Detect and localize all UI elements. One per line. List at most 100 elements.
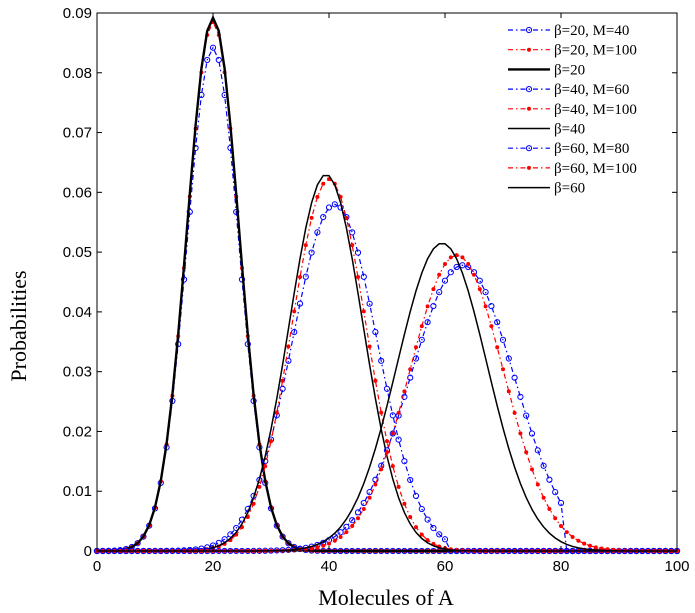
data-point [460, 255, 465, 260]
data-point [390, 431, 395, 436]
data-point [541, 495, 546, 500]
data-point [501, 367, 505, 372]
data-point [424, 516, 431, 523]
data-point [315, 545, 320, 550]
y-tick-label: 0.05 [63, 244, 92, 261]
y-tick-label: 0.07 [63, 125, 92, 142]
data-point [325, 204, 333, 211]
y-tick-label: 0.01 [63, 483, 92, 500]
data-point [414, 525, 418, 530]
data-point [436, 531, 443, 538]
data-point [407, 476, 414, 484]
data-point [599, 546, 604, 551]
data-point [401, 393, 408, 400]
data-point [350, 243, 355, 248]
legend-marker [527, 47, 531, 52]
x-axis-label: Molecules of A [318, 585, 454, 610]
data-point [448, 255, 453, 260]
data-point [588, 543, 592, 548]
data-point [356, 516, 360, 521]
data-point [414, 345, 418, 350]
data-point [408, 515, 413, 520]
data-point [477, 287, 482, 292]
data-point [472, 272, 476, 277]
data-point [366, 300, 373, 307]
data-point [494, 319, 501, 326]
x-tick-label: 20 [205, 558, 222, 575]
series-layer [93, 14, 681, 555]
data-point [447, 269, 454, 276]
data-point [443, 261, 447, 266]
data-point [390, 464, 395, 469]
data-point [209, 44, 217, 51]
data-point [361, 309, 366, 314]
y-tick-label: 0.09 [63, 5, 92, 22]
legend-item: β=20, M=100 [508, 43, 637, 59]
series-5 [95, 177, 679, 553]
data-point [292, 309, 297, 314]
data-point [204, 56, 211, 64]
data-point [327, 541, 331, 546]
data-point [385, 450, 389, 455]
y-tick-label: 0.03 [63, 364, 92, 381]
data-point [257, 484, 262, 489]
data-point [441, 536, 449, 543]
data-point [570, 534, 575, 539]
data-point [372, 476, 379, 483]
legend-marker [525, 26, 533, 34]
legend-item: β=20, M=40 [508, 23, 629, 39]
data-point [302, 273, 309, 280]
data-point [466, 261, 471, 266]
data-point [280, 378, 285, 383]
data-point [379, 410, 384, 415]
data-point [360, 499, 367, 507]
data-point [412, 492, 420, 499]
series-line [96, 46, 677, 552]
data-point [269, 439, 273, 444]
data-point [367, 344, 372, 349]
data-point [408, 367, 413, 372]
data-point [482, 289, 489, 296]
y-tick-label: 0.08 [63, 65, 92, 82]
legend-label: β=20, M=100 [554, 43, 637, 59]
y-axis-label: Probabilities [6, 270, 31, 381]
data-point [389, 430, 396, 437]
data-point [483, 304, 488, 309]
x-tick-label: 60 [437, 558, 454, 575]
data-point [582, 541, 587, 546]
data-point [430, 524, 437, 532]
data-point [385, 439, 389, 444]
x-tick-label: 100 [664, 558, 689, 575]
data-point [524, 450, 529, 455]
data-point [379, 467, 384, 472]
legend-label: β=60 [554, 181, 585, 197]
data-point [350, 523, 355, 528]
data-point [552, 489, 559, 496]
y-tick-label: 0.06 [63, 184, 92, 201]
data-point [372, 328, 379, 336]
data-point [354, 249, 362, 256]
data-point [303, 243, 308, 248]
data-point [215, 56, 222, 64]
data-point [425, 304, 430, 309]
data-point [389, 412, 396, 419]
data-point [285, 540, 292, 547]
legend-marker [525, 145, 533, 152]
legend-item: β=40, M=100 [508, 102, 637, 118]
series-line [97, 174, 677, 552]
legend-label: β=40 [554, 122, 585, 138]
data-point [308, 249, 315, 256]
data-point [337, 529, 344, 536]
legend-marker [527, 165, 531, 170]
data-point [419, 324, 424, 329]
data-point [331, 201, 338, 208]
plot-area: 0 20 40 60 80 100 0 0.01 0.02 0.03 0.04 0.05 0.06 0.0… [63, 5, 690, 575]
legend-item: β=40, M=60 [508, 82, 629, 98]
data-point [321, 543, 326, 548]
data-point [367, 495, 372, 500]
data-point [378, 357, 385, 364]
data-point [476, 277, 483, 284]
data-point [227, 531, 234, 538]
data-point [418, 505, 425, 513]
